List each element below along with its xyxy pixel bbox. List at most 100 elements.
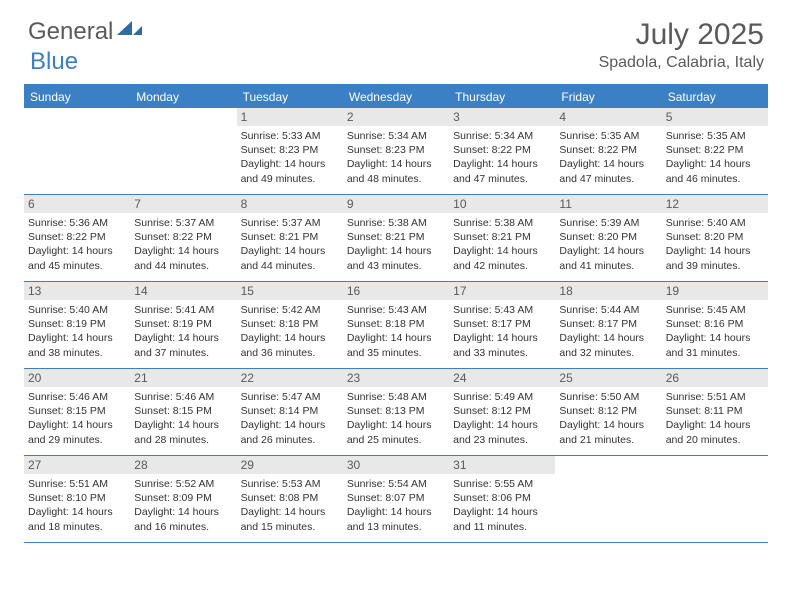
- calendar-day: 8 Sunrise: 5:37 AMSunset: 8:21 PMDaylight…: [237, 195, 343, 281]
- sunrise-line: Sunrise: 5:43 AM: [453, 303, 551, 317]
- day-number: 6: [24, 195, 130, 213]
- calendar: Sunday Monday Tuesday Wednesday Thursday…: [24, 84, 768, 543]
- sunset-line: Sunset: 8:08 PM: [241, 491, 339, 505]
- calendar-day: 2Sunrise: 5:34 AMSunset: 8:23 PMDaylight…: [343, 108, 449, 194]
- day-number: 10: [449, 195, 555, 213]
- day-number: 22: [237, 369, 343, 387]
- calendar-day: 21Sunrise: 5:46 AMSunset: 8:15 PMDayligh…: [130, 369, 236, 455]
- header: General July 2025 Spadola, Calabria, Ita…: [0, 0, 792, 78]
- daylight-line: Daylight: 14 hours and 36 minutes.: [241, 331, 339, 359]
- calendar-empty-cell: .: [24, 108, 130, 194]
- daylight-line: Daylight: 14 hours and 11 minutes.: [453, 505, 551, 533]
- sunset-line: Sunset: 8:19 PM: [28, 317, 126, 331]
- day-number: 23: [343, 369, 449, 387]
- sunset-line: Sunset: 8:22 PM: [28, 230, 126, 244]
- daylight-line: Daylight: 14 hours and 25 minutes.: [347, 418, 445, 446]
- sunset-line: Sunset: 8:12 PM: [453, 404, 551, 418]
- calendar-day: 14Sunrise: 5:41 AMSunset: 8:19 PMDayligh…: [130, 282, 236, 368]
- calendar-week: 13Sunrise: 5:40 AMSunset: 8:19 PMDayligh…: [24, 282, 768, 369]
- sunrise-line: Sunrise: 5:40 AM: [28, 303, 126, 317]
- sunset-line: Sunset: 8:16 PM: [666, 317, 764, 331]
- sunset-line: Sunset: 8:21 PM: [453, 230, 551, 244]
- calendar-day: 28Sunrise: 5:52 AMSunset: 8:09 PMDayligh…: [130, 456, 236, 542]
- calendar-day: 5Sunrise: 5:35 AMSunset: 8:22 PMDaylight…: [662, 108, 768, 194]
- calendar-empty-cell: .: [130, 108, 236, 194]
- dow-saturday: Saturday: [662, 86, 768, 108]
- sunrise-line: Sunrise: 5:55 AM: [453, 477, 551, 491]
- sunrise-line: Sunrise: 5:41 AM: [134, 303, 232, 317]
- day-number: 8: [237, 195, 343, 213]
- logo-text-general: General: [28, 18, 113, 46]
- sunset-line: Sunset: 8:09 PM: [134, 491, 232, 505]
- sunset-line: Sunset: 8:15 PM: [134, 404, 232, 418]
- calendar-week: 6Sunrise: 5:36 AMSunset: 8:22 PMDaylight…: [24, 195, 768, 282]
- calendar-empty-cell: .: [555, 456, 661, 542]
- daylight-line: Daylight: 14 hours and 48 minutes.: [347, 157, 445, 185]
- calendar-day: 7Sunrise: 5:37 AMSunset: 8:22 PMDaylight…: [130, 195, 236, 281]
- daylight-line: Daylight: 14 hours and 20 minutes.: [666, 418, 764, 446]
- calendar-day: 23Sunrise: 5:48 AMSunset: 8:13 PMDayligh…: [343, 369, 449, 455]
- sunrise-line: Sunrise: 5:46 AM: [28, 390, 126, 404]
- sunset-line: Sunset: 8:12 PM: [559, 404, 657, 418]
- daylight-line: Daylight: 14 hours and 45 minutes.: [28, 244, 126, 272]
- day-number: 11: [555, 195, 661, 213]
- calendar-day: 17Sunrise: 5:43 AMSunset: 8:17 PMDayligh…: [449, 282, 555, 368]
- daylight-line: Daylight: 14 hours and 41 minutes.: [559, 244, 657, 272]
- sunrise-line: Sunrise: 5:54 AM: [347, 477, 445, 491]
- day-number: 27: [24, 456, 130, 474]
- daylight-line: Daylight: 14 hours and 46 minutes.: [666, 157, 764, 185]
- daylight-line: Daylight: 14 hours and 44 minutes.: [241, 244, 339, 272]
- sunrise-line: Sunrise: 5:40 AM: [666, 216, 764, 230]
- sunrise-line: Sunrise: 5:37 AM: [241, 216, 339, 230]
- sunrise-line: Sunrise: 5:42 AM: [241, 303, 339, 317]
- day-number: 28: [130, 456, 236, 474]
- sunrise-line: Sunrise: 5:52 AM: [134, 477, 232, 491]
- sunset-line: Sunset: 8:20 PM: [666, 230, 764, 244]
- calendar-day: 30Sunrise: 5:54 AMSunset: 8:07 PMDayligh…: [343, 456, 449, 542]
- daylight-line: Daylight: 14 hours and 28 minutes.: [134, 418, 232, 446]
- dow-thursday: Thursday: [449, 86, 555, 108]
- month-title: July 2025: [599, 18, 764, 52]
- sunset-line: Sunset: 8:22 PM: [453, 143, 551, 157]
- daylight-line: Daylight: 14 hours and 42 minutes.: [453, 244, 551, 272]
- daylight-line: Daylight: 14 hours and 18 minutes.: [28, 505, 126, 533]
- logo-text-blue-wrap: Blue: [30, 48, 78, 76]
- sunrise-line: Sunrise: 5:48 AM: [347, 390, 445, 404]
- sunset-line: Sunset: 8:17 PM: [559, 317, 657, 331]
- day-number: 19: [662, 282, 768, 300]
- calendar-day: 31Sunrise: 5:55 AMSunset: 8:06 PMDayligh…: [449, 456, 555, 542]
- calendar-day: 4Sunrise: 5:35 AMSunset: 8:22 PMDaylight…: [555, 108, 661, 194]
- daylight-line: Daylight: 14 hours and 21 minutes.: [559, 418, 657, 446]
- calendar-week: 27Sunrise: 5:51 AMSunset: 8:10 PMDayligh…: [24, 456, 768, 543]
- sunrise-line: Sunrise: 5:51 AM: [28, 477, 126, 491]
- sunrise-line: Sunrise: 5:44 AM: [559, 303, 657, 317]
- sunrise-line: Sunrise: 5:34 AM: [347, 129, 445, 143]
- day-number: 14: [130, 282, 236, 300]
- calendar-day: 27Sunrise: 5:51 AMSunset: 8:10 PMDayligh…: [24, 456, 130, 542]
- sunrise-line: Sunrise: 5:35 AM: [666, 129, 764, 143]
- daylight-line: Daylight: 14 hours and 47 minutes.: [559, 157, 657, 185]
- day-number: 4: [555, 108, 661, 126]
- daylight-line: Daylight: 14 hours and 33 minutes.: [453, 331, 551, 359]
- sunset-line: Sunset: 8:21 PM: [241, 230, 339, 244]
- calendar-day: 15Sunrise: 5:42 AMSunset: 8:18 PMDayligh…: [237, 282, 343, 368]
- weeks-container: ..1Sunrise: 5:33 AMSunset: 8:23 PMDaylig…: [24, 108, 768, 543]
- day-number: 15: [237, 282, 343, 300]
- day-number: 12: [662, 195, 768, 213]
- sunrise-line: Sunrise: 5:34 AM: [453, 129, 551, 143]
- calendar-week: 20Sunrise: 5:46 AMSunset: 8:15 PMDayligh…: [24, 369, 768, 456]
- sunrise-line: Sunrise: 5:43 AM: [347, 303, 445, 317]
- sunrise-line: Sunrise: 5:45 AM: [666, 303, 764, 317]
- sunset-line: Sunset: 8:19 PM: [134, 317, 232, 331]
- day-number: 30: [343, 456, 449, 474]
- day-number: 17: [449, 282, 555, 300]
- sunrise-line: Sunrise: 5:38 AM: [347, 216, 445, 230]
- sunset-line: Sunset: 8:07 PM: [347, 491, 445, 505]
- calendar-day: 18Sunrise: 5:44 AMSunset: 8:17 PMDayligh…: [555, 282, 661, 368]
- sunrise-line: Sunrise: 5:35 AM: [559, 129, 657, 143]
- day-number: 5: [662, 108, 768, 126]
- sunset-line: Sunset: 8:06 PM: [453, 491, 551, 505]
- dow-friday: Friday: [555, 86, 661, 108]
- dow-monday: Monday: [130, 86, 236, 108]
- sunrise-line: Sunrise: 5:38 AM: [453, 216, 551, 230]
